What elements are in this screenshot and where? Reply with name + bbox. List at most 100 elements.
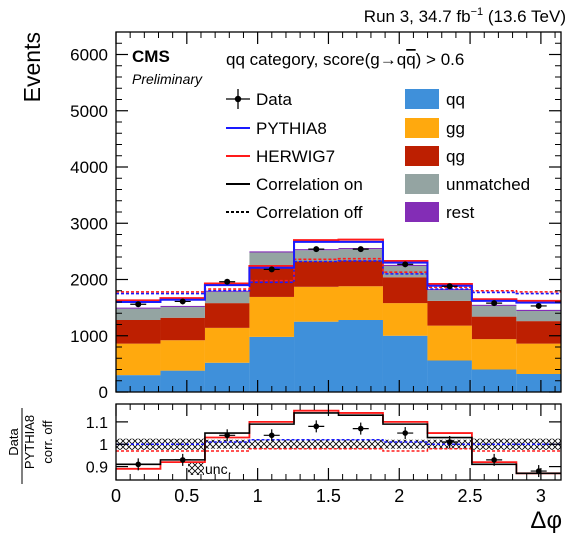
- y-tick-label: 6000: [70, 46, 108, 65]
- unc-band-bin: [294, 439, 339, 449]
- main-y-axis: 0 1000 2000 3000 4000 5000 6000: [70, 42, 561, 402]
- bar-gg: [249, 296, 295, 337]
- bar-gg: [204, 327, 250, 363]
- data-point: [224, 278, 231, 285]
- ratio-data-points: [130, 420, 547, 478]
- bar-gg: [427, 325, 472, 361]
- bar-qq: [249, 336, 295, 392]
- legend: Data PYTHIA8 HERWIG7 Correlation on Correlat…: [226, 89, 530, 222]
- legend-label: qq: [446, 90, 465, 109]
- x-tick-label: 1.5: [316, 486, 341, 506]
- legend-label: rest: [446, 203, 475, 222]
- data-points: [130, 246, 547, 309]
- ratio-point: [224, 432, 230, 439]
- bar-unmatched: [471, 305, 517, 317]
- bar-qg: [516, 321, 561, 344]
- bar-unmatched: [516, 311, 561, 322]
- ratio-y-tick-label: 1: [99, 437, 108, 454]
- ratio-y-tick-label: 1.1: [86, 415, 108, 432]
- bar-qg: [204, 303, 250, 328]
- legend-swatch: [405, 202, 439, 222]
- ratio-point: [357, 425, 364, 432]
- bar-rest: [249, 251, 295, 253]
- bar-unmatched: [116, 308, 161, 320]
- bar-unmatched: [427, 290, 472, 301]
- legend-swatch: [405, 89, 439, 109]
- bar-rest: [427, 289, 472, 291]
- category-label: qq category, score(g→qq) > 0.6: [226, 50, 464, 69]
- bar-unmatched: [294, 250, 339, 262]
- bar-qg: [116, 320, 161, 344]
- ratio-pythia8-off: [116, 439, 561, 445]
- legend-label: Data: [256, 90, 292, 109]
- y-tick-label: 3000: [70, 214, 108, 233]
- bar-qq: [427, 360, 472, 392]
- data-point: [491, 300, 498, 307]
- data-point: [268, 266, 275, 273]
- bar-qq: [382, 335, 428, 392]
- legend-marker-dot: [234, 95, 242, 103]
- ratio-pythia8-on: [116, 412, 561, 475]
- bar-gg: [116, 343, 161, 376]
- ratio-point: [402, 430, 409, 436]
- ratio-y-axis-label: Data PYTHIA8 corr. off: [6, 408, 55, 484]
- y-tick-label: 1000: [70, 327, 108, 346]
- data-point: [179, 298, 186, 305]
- bar-gg: [294, 286, 339, 322]
- bar-qg: [382, 277, 428, 304]
- ratio-plot-frame: [115, 403, 562, 481]
- data-point: [402, 261, 409, 268]
- bar-unmatched: [338, 249, 383, 261]
- bar-gg: [338, 286, 383, 320]
- legend-label: gg: [446, 119, 465, 138]
- bar-rest: [160, 305, 205, 308]
- legend-label: PYTHIA8: [256, 119, 327, 138]
- legend-swatch: [405, 146, 439, 166]
- mc-prediction-lines: [116, 238, 561, 304]
- y-tick-label: 5000: [70, 102, 108, 121]
- x-tick-label: 3: [536, 486, 546, 506]
- bar-qg: [471, 316, 517, 340]
- bar-qq: [160, 370, 205, 392]
- bar-qq: [116, 375, 161, 392]
- ratio-lines: [116, 409, 561, 475]
- legend-label: Correlation on: [256, 175, 363, 194]
- bar-rest: [516, 309, 561, 311]
- y-tick-label: 0: [99, 383, 108, 402]
- ratio-point: [268, 432, 275, 439]
- x-axis: 0 0.5 1 1.5 2 2.5 3: [111, 32, 556, 506]
- bar-qg: [294, 261, 339, 287]
- bar-rest: [116, 307, 161, 309]
- bar-qg: [160, 317, 205, 341]
- legend-swatch: [405, 118, 439, 138]
- ratio-point: [135, 461, 142, 468]
- y-tick-label: 2000: [70, 271, 108, 290]
- x-tick-label: 1: [253, 486, 263, 506]
- bar-gg: [516, 343, 561, 374]
- ratio-y-axis: 0.9 1 1.1: [86, 415, 561, 477]
- bar-qg: [338, 260, 383, 287]
- bar-gg: [471, 339, 517, 370]
- svg-text:PYTHIA8: PYTHIA8: [22, 415, 37, 469]
- svg-text:Data: Data: [6, 428, 21, 456]
- x-tick-label: 2.5: [458, 486, 483, 506]
- stacked-histogram: [116, 248, 561, 392]
- unc-band-bin: [382, 439, 428, 449]
- data-point: [535, 302, 542, 309]
- bar-qq: [204, 362, 250, 392]
- legend-label: qg: [446, 147, 465, 166]
- unc-band-bin: [338, 439, 383, 449]
- bar-rest: [204, 290, 250, 292]
- legend-swatch: [405, 174, 439, 194]
- x-tick-label: 0.5: [174, 486, 199, 506]
- cms-sublabel: Preliminary: [132, 71, 203, 87]
- unc-band-bin: [249, 439, 295, 449]
- ratio-point: [491, 457, 497, 463]
- y-tick-label: 4000: [70, 158, 108, 177]
- bar-gg: [382, 303, 428, 336]
- unc-band-bin: [204, 439, 250, 449]
- cms-label: CMS: [132, 47, 170, 66]
- unc-legend-label: unc.: [205, 461, 231, 477]
- lumi-label: Run 3, 34.7 fb−1 (13.6 TeV): [364, 6, 566, 26]
